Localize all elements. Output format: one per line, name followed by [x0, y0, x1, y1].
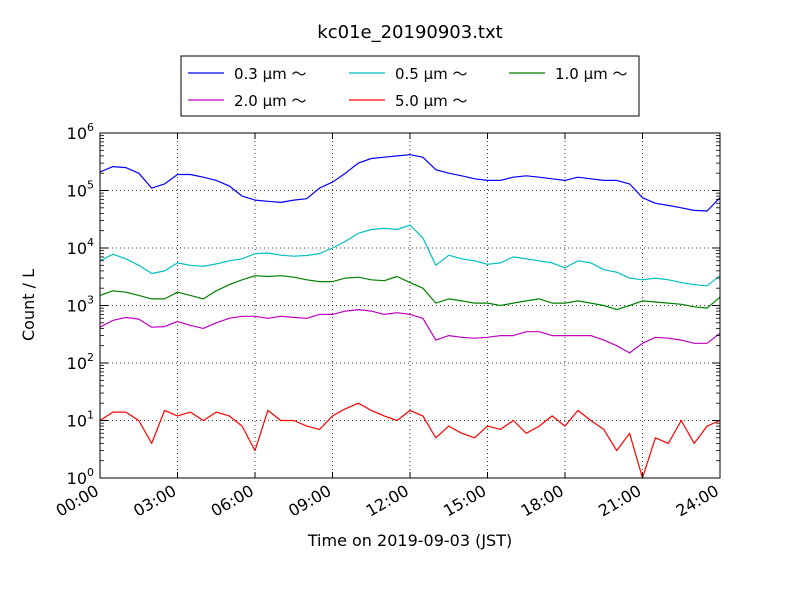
- x-tick-label: 24:00: [673, 481, 722, 521]
- series-line-2: [99, 224, 721, 287]
- grid: [100, 133, 720, 478]
- y-tick-label: 106: [67, 121, 94, 143]
- legend-label: 2.0 μm ～: [234, 92, 307, 110]
- x-tick-label: 03:00: [130, 481, 179, 521]
- legend-label: 5.0 μm ～: [395, 92, 468, 110]
- series-line-4: [99, 309, 721, 354]
- y-tick-labels: 100 101 102 103 104 105 106: [67, 121, 94, 488]
- legend-frame: [180, 55, 640, 117]
- legend-entry: 0.3 μm ～: [188, 65, 307, 83]
- y-tick-label: 104: [67, 236, 94, 258]
- y-tick-label: 100: [67, 466, 94, 488]
- x-tick-label: 15:00: [440, 481, 489, 521]
- legend: 0.3 μm ～ 0.5 μm ～ 1.0 μm ～ 2.0 μm ～ 5.0 μm ～: [180, 55, 640, 117]
- y-tick-label: 101: [67, 409, 94, 431]
- x-tick-label: 12:00: [363, 481, 412, 521]
- series-line-5: [99, 402, 721, 479]
- legend-label: 1.0 μm ～: [555, 65, 628, 83]
- x-tick-label: 06:00: [208, 481, 257, 521]
- legend-entry: 5.0 μm ～: [349, 92, 468, 110]
- y-tick-label: 105: [67, 179, 94, 201]
- chart-title: kc01e_20190903.txt: [317, 22, 502, 43]
- tick-marks: [99, 132, 721, 479]
- x-tick-label: 21:00: [595, 481, 644, 521]
- x-tick-label: 09:00: [285, 481, 334, 521]
- series-line-3: [99, 275, 721, 311]
- x-axis-label: Time on 2019-09-03 (JST): [307, 531, 512, 550]
- legend-entry: 2.0 μm ～: [188, 92, 307, 110]
- y-tick-label: 102: [67, 351, 94, 373]
- legend-entry: 1.0 μm ～: [509, 65, 628, 83]
- x-tick-labels: 00:00 03:00 06:00 09:00 12:00 15:00 18:00 21:00…: [53, 481, 722, 521]
- plot-frame: [99, 132, 721, 479]
- y-axis-label: Count / L: [19, 269, 38, 341]
- x-tick-label: 18:00: [518, 481, 567, 521]
- legend-label: 0.5 μm ～: [395, 65, 468, 83]
- legend-entry: 0.5 μm ～: [349, 65, 468, 83]
- y-tick-label: 103: [67, 294, 94, 316]
- legend-label: 0.3 μm ～: [234, 65, 307, 83]
- series-lines: [99, 154, 721, 479]
- series-line-1: [99, 154, 721, 212]
